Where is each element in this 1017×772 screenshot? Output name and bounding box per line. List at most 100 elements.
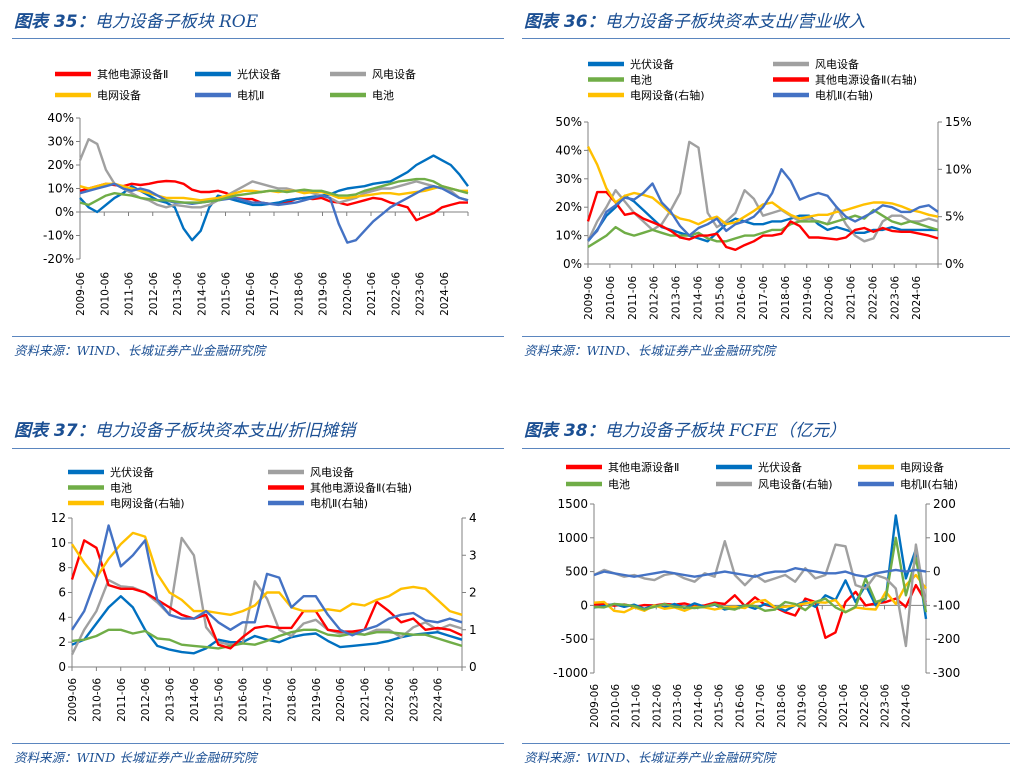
legend-label: 电机Ⅱ(右轴) [815, 88, 873, 102]
chart-title-text: 电力设备子板块资本支出/营业收入 [604, 12, 866, 32]
x-axis-tick-label: 2019-06 [311, 678, 323, 722]
x-axis-tick-label: 2014-06 [693, 684, 705, 728]
x-axis-tick-label: 2013-06 [165, 678, 177, 722]
chart-source: 资料来源：WIND 长城证券产业金融研究院 [14, 750, 257, 765]
x-axis-tick-label: 2014-06 [196, 272, 208, 316]
chart-panel-fcfe: 图表 38：电力设备子板块 FCFE（亿元） -1000 -500 0 500 1000… [508, 412, 1017, 772]
x-axis-tick-label: 2009-06 [589, 684, 601, 728]
x-axis-tick-label: 2022-06 [859, 684, 871, 728]
x-axis-tick-label: 2019-06 [318, 272, 330, 316]
right-axis-tick-label: 3 [469, 548, 477, 562]
x-axis-tick-label: 2009-06 [67, 678, 79, 722]
right-axis-tick-label: 2 [469, 586, 477, 600]
x-axis-tick-label: 2015-06 [714, 276, 726, 320]
legend-item: 光伏设备 [195, 67, 281, 81]
right-axis-tick-label: 15% [945, 115, 972, 129]
series-line [593, 539, 928, 648]
x-axis-tick-label: 2017-06 [269, 272, 281, 316]
source-rule [12, 336, 504, 337]
legend-label: 风电设备 [372, 67, 416, 81]
legend-item: 光伏设备 [68, 465, 154, 479]
legend-label: 光伏设备 [110, 465, 154, 479]
x-axis-tick-label: 2014-06 [189, 678, 201, 722]
legend-item: 电池 [566, 478, 630, 491]
series-line [70, 539, 463, 650]
legend-item: 风电设备 [268, 465, 354, 479]
legend-label: 电池 [110, 482, 132, 495]
legend-item: 电机Ⅱ(右轴) [268, 496, 368, 510]
right-axis-tick-label: -200 [933, 632, 960, 646]
x-axis-tick-label: 2024-06 [433, 678, 445, 722]
chart-number: 图表 35： [14, 12, 95, 32]
x-axis-tick-label: 2023-06 [880, 684, 892, 728]
right-axis-tick-label: 10% [945, 162, 972, 176]
x-axis-tick-label: 2011-06 [124, 272, 136, 316]
chart-title-text: 电力设备子板块 FCFE（亿元） [604, 421, 846, 441]
x-axis-tick-label: 2012-06 [140, 678, 152, 722]
series-line [71, 594, 463, 655]
x-axis-tick-label: 2019-06 [802, 276, 814, 320]
chart-panel-capex-depreciation: 图表 37：电力设备子板块资本支出/折旧摊销 0 2 4 6 8 10 12 0 1 2 3 4 200… [0, 412, 508, 772]
left-axis-tick-label: 2 [58, 635, 66, 649]
legend-label: 其他电源设备Ⅱ [97, 67, 168, 81]
legend-label: 电机Ⅱ [237, 88, 264, 102]
source-rule [12, 743, 504, 744]
chart-source: 资料来源：WIND、长城证券产业金融研究院 [524, 343, 776, 358]
series-line [586, 140, 939, 243]
legend-label: 电机Ⅱ(右轴) [900, 477, 958, 491]
left-axis-tick-label: 500 [565, 565, 588, 579]
right-axis-tick-label: 0 [469, 660, 477, 674]
series-line [586, 146, 939, 226]
left-axis-tick-label: 20% [47, 158, 74, 172]
title-rule [522, 448, 1010, 449]
x-axis-tick-label: 2017-06 [755, 684, 767, 728]
chart-capex-revenue: 0% 10% 20% 30% 40% 50% 0% 5% 10% 15% 2009-06 2010-0… [555, 57, 972, 320]
x-axis-tick-label: 2012-06 [651, 684, 663, 728]
chart-number: 图表 37： [14, 421, 95, 441]
x-axis-tick-label: 2011-06 [627, 276, 639, 320]
x-axis-tick-label: 2020-06 [342, 272, 354, 316]
legend-item: 其他电源设备Ⅱ [55, 67, 168, 81]
legend-label: 电网设备 [900, 460, 944, 474]
legend-item: 风电设备 [330, 67, 416, 81]
series-line [593, 566, 927, 578]
x-axis-tick-label: 2020-06 [817, 684, 829, 728]
x-axis-tick-label: 2023-06 [415, 272, 427, 316]
series-line [79, 182, 469, 244]
right-axis-tick-label: 100 [933, 531, 956, 545]
x-axis-tick-label: 2021-06 [360, 678, 372, 722]
chart-title: 图表 35：电力设备子板块 ROE [14, 9, 258, 35]
legend-item: 电机Ⅱ(右轴) [858, 477, 958, 491]
x-axis-tick-label: 2012-06 [649, 276, 661, 320]
right-axis-tick-label: 200 [933, 497, 956, 511]
x-axis-tick-label: 2022-06 [390, 272, 402, 316]
legend-label: 电机Ⅱ(右轴) [310, 496, 368, 510]
legend-label: 电网设备 [97, 88, 141, 102]
left-axis-tick-label: 30% [47, 135, 74, 149]
left-axis-tick-label: 40% [47, 111, 74, 125]
legend-label: 风电设备 [310, 465, 354, 479]
legend-item: 风电设备(右轴) [716, 477, 833, 491]
x-axis-tick-label: 2015-06 [213, 678, 225, 722]
legend-item: 电网设备 [858, 460, 944, 474]
x-axis-tick-label: 2010-06 [605, 276, 617, 320]
legend-item: 电机Ⅱ [195, 88, 264, 102]
x-axis-tick-label: 2023-06 [889, 276, 901, 320]
x-axis-tick-label: 2016-06 [734, 684, 746, 728]
x-axis-tick-label: 2024-06 [439, 272, 451, 316]
legend-item: 风电设备 [773, 57, 859, 71]
left-axis-tick-label: 0 [580, 598, 588, 612]
legend-item: 光伏设备 [716, 460, 802, 474]
left-axis-tick-label: 10% [47, 182, 74, 196]
legend-item: 光伏设备 [588, 57, 674, 71]
x-axis-tick-label: 2024-06 [911, 276, 923, 320]
left-axis-tick-label: 40% [555, 143, 582, 157]
title-rule [12, 38, 504, 39]
left-axis-tick-label: 12 [51, 511, 66, 525]
x-axis-tick-label: 2018-06 [286, 678, 298, 722]
x-axis-tick-label: 2021-06 [366, 272, 378, 316]
chart-title: 图表 37：电力设备子板块资本支出/折旧摊销 [14, 418, 355, 444]
x-axis-tick-label: 2021-06 [838, 684, 850, 728]
x-axis-tick-label: 2015-06 [221, 272, 233, 316]
